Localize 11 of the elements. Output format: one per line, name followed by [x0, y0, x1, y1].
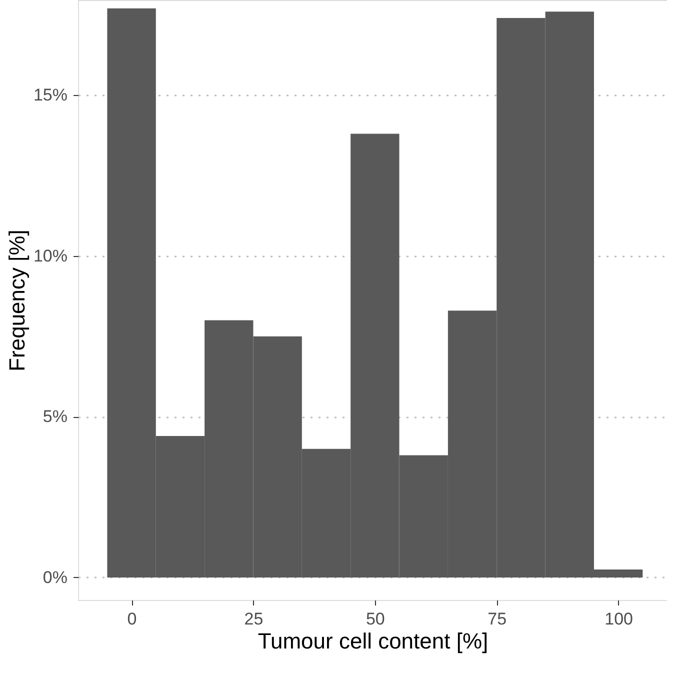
y-tick-label: 15% — [33, 86, 68, 105]
y-tick-label: 5% — [42, 407, 68, 426]
y-axis-title: Frequency [%] — [4, 230, 30, 372]
x-tick-label: 75 — [488, 610, 507, 628]
x-tick-label: 100 — [604, 610, 634, 628]
y-tick-label: 10% — [33, 246, 68, 266]
y-tick-label: 0% — [42, 568, 68, 587]
x-tick-label: 0 — [127, 610, 137, 628]
x-tick-label: 50 — [366, 610, 385, 628]
x-tick-label: 25 — [244, 610, 264, 628]
x-axis-title: Tumour cell content [%] — [258, 628, 488, 654]
